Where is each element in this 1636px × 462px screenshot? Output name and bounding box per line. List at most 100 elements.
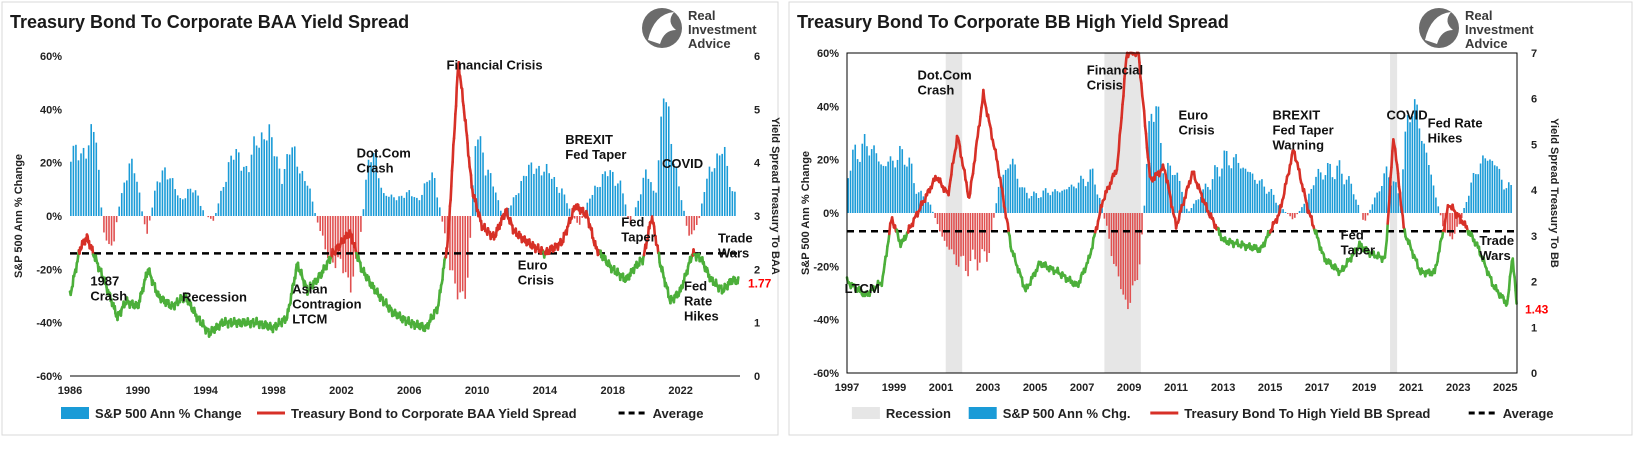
bar (941, 213, 943, 237)
bar (241, 171, 243, 216)
bar (1082, 179, 1084, 213)
bar (852, 150, 854, 213)
bar (1285, 212, 1287, 213)
bar (581, 216, 583, 218)
bar (1449, 213, 1451, 236)
bar (95, 143, 97, 216)
chart-panel-2: Treasury Bond To Corporate BB High Yield… (789, 2, 1632, 435)
bar (1193, 204, 1195, 213)
bar (251, 155, 253, 216)
bar (960, 213, 962, 256)
bar (559, 193, 561, 216)
bar (1233, 157, 1235, 213)
bar (873, 145, 875, 213)
bar (1085, 186, 1087, 213)
bar (1327, 163, 1329, 213)
bar (116, 216, 118, 222)
spread-segment (1123, 79, 1124, 96)
bar (233, 160, 235, 216)
bar (442, 216, 444, 222)
bar (470, 216, 472, 238)
bar (688, 216, 690, 236)
annotation-label: LTCM (845, 281, 880, 296)
legend-label: Treasury Bond To High Yield BB Spread (1184, 406, 1430, 421)
spread-segment (592, 228, 593, 237)
bar (1379, 191, 1381, 213)
y2-tick-label: 4 (754, 158, 761, 170)
bar (1247, 172, 1249, 213)
annotation-label: Recession (182, 289, 247, 304)
bar (207, 216, 209, 217)
bar (228, 162, 230, 216)
x-tick-label: 2017 (1305, 382, 1329, 394)
spread-segment (456, 88, 457, 106)
annotation-label: Hikes (1428, 131, 1463, 146)
y2-tick-label: 3 (1531, 231, 1537, 243)
bar (1195, 200, 1197, 213)
bar (1355, 200, 1357, 213)
legend-label: Treasury Bond to Corporate BAA Yield Spr… (291, 406, 577, 421)
spread-segment (1003, 196, 1004, 206)
bar (1033, 192, 1035, 213)
bar (1017, 179, 1019, 213)
bar (1365, 213, 1367, 221)
bar (406, 192, 408, 216)
spread-segment (983, 90, 984, 99)
bar (429, 180, 431, 216)
bar (523, 176, 525, 216)
annotation-label: Fed Rate (1428, 116, 1483, 131)
y2-tick-label: 6 (1531, 94, 1537, 106)
bar (1508, 182, 1510, 213)
x-tick-label: 2021 (1399, 382, 1423, 394)
legend-label: S&P 500 Ann % Chg. (1003, 406, 1131, 421)
bar (1506, 188, 1508, 213)
bar (177, 195, 179, 216)
bar (1075, 188, 1077, 213)
y-tick-label: -20% (36, 264, 62, 276)
bar (531, 162, 533, 216)
bar (309, 189, 311, 216)
bar (1369, 210, 1371, 213)
bar (1482, 155, 1484, 213)
annotation-label: Wars (718, 246, 749, 261)
bar (1221, 169, 1223, 213)
bar (1090, 169, 1092, 213)
bar (732, 191, 734, 216)
bar (1219, 176, 1221, 213)
bar (937, 213, 939, 224)
bar (169, 178, 171, 216)
annotation-label: Fed (1341, 228, 1364, 243)
bar (1362, 213, 1364, 220)
bar (111, 216, 113, 246)
bar (411, 196, 413, 216)
bar (963, 213, 965, 256)
annotation-label: BREXIT (1273, 108, 1321, 123)
bar (944, 213, 946, 241)
spread-segment (1170, 197, 1171, 207)
bar (434, 178, 436, 216)
bar (134, 173, 136, 216)
spread-segment (1516, 291, 1517, 304)
bar (566, 203, 568, 216)
bar (901, 149, 903, 213)
bar (946, 213, 948, 247)
bar (1496, 166, 1498, 213)
bar (538, 166, 540, 216)
bar (1346, 180, 1348, 213)
bar (640, 194, 642, 216)
spread-segment (1118, 151, 1119, 160)
bar (911, 164, 913, 213)
bar (1153, 122, 1155, 213)
bar (579, 216, 581, 225)
bar (93, 132, 95, 216)
y2-tick-label: 0 (1531, 368, 1537, 380)
bar (454, 216, 456, 284)
bar (248, 172, 250, 216)
bar (335, 216, 337, 268)
spread-segment (291, 294, 292, 303)
bar (602, 174, 604, 216)
legend-label: Recession (886, 406, 951, 421)
bar (256, 145, 258, 216)
bar (1144, 206, 1146, 213)
legend-item: S&P 500 Ann % Change (61, 406, 242, 421)
